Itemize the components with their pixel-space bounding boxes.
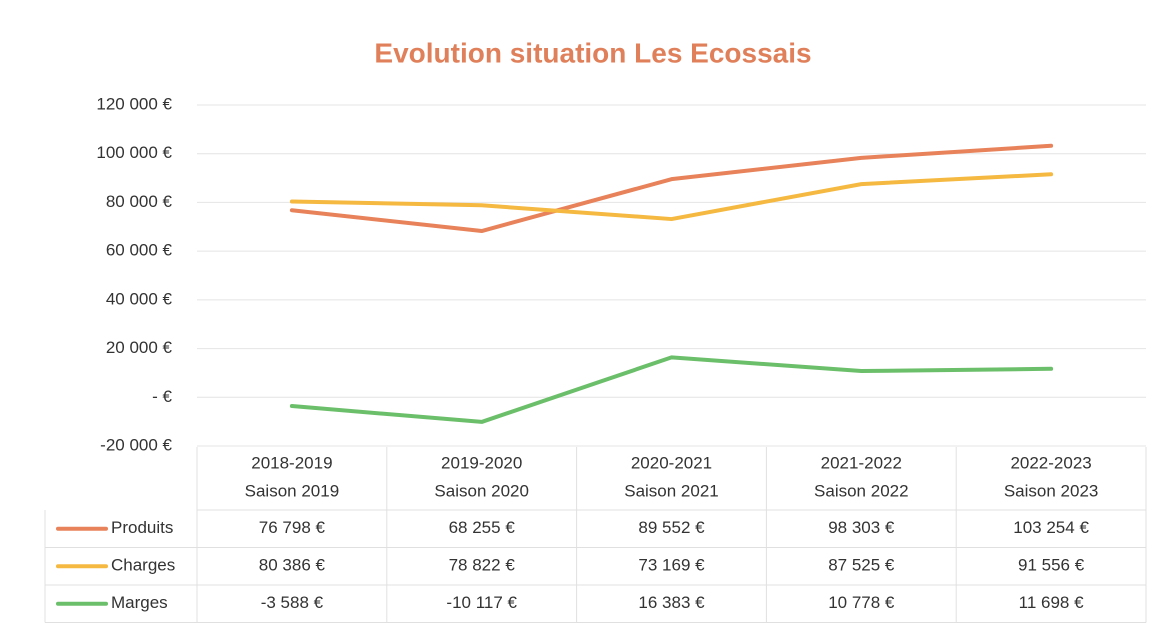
- table-value: 89 552 €: [638, 518, 705, 537]
- x-tick-label: 2018-2019: [251, 453, 332, 472]
- legend-label: Marges: [111, 593, 168, 612]
- x-tick-label: 2021-2022: [821, 453, 902, 472]
- series-line: [289, 172, 1054, 222]
- series-line: [289, 355, 1054, 424]
- table-value: 68 255 €: [449, 518, 516, 537]
- table-value: 80 386 €: [259, 556, 326, 575]
- table-value: 10 778 €: [828, 593, 895, 612]
- x-tick-label: 2019-2020: [441, 453, 522, 472]
- table-value: 73 169 €: [638, 556, 705, 575]
- y-tick-label: 120 000 €: [96, 94, 172, 113]
- legend-label: Charges: [111, 556, 175, 575]
- table-value: -3 588 €: [261, 593, 324, 612]
- table-value: -10 117 €: [446, 593, 517, 612]
- y-tick-label: -20 000 €: [100, 435, 172, 454]
- x-tick-label: 2020-2021: [631, 453, 712, 472]
- chart-title: Evolution situation Les Ecossais: [374, 37, 811, 68]
- table-value: 91 556 €: [1018, 556, 1085, 575]
- table-value: 103 254 €: [1013, 518, 1089, 537]
- x-tick-label: Saison 2020: [434, 481, 529, 500]
- y-tick-label: 80 000 €: [106, 192, 173, 211]
- legend-label: Produits: [111, 518, 173, 537]
- x-tick-label: Saison 2021: [624, 481, 719, 500]
- y-tick-label: 100 000 €: [96, 143, 172, 162]
- table-value: 11 698 €: [1019, 593, 1084, 612]
- series-line: [289, 143, 1054, 234]
- x-tick-label: 2022-2023: [1010, 453, 1091, 472]
- table-value: 87 525 €: [828, 556, 895, 575]
- table-value: 78 822 €: [449, 556, 516, 575]
- x-tick-label: Saison 2022: [814, 481, 909, 500]
- y-tick-label: 40 000 €: [106, 289, 173, 308]
- y-tick-label: 20 000 €: [106, 338, 173, 357]
- table-value: 76 798 €: [259, 518, 326, 537]
- y-tick-label: 60 000 €: [106, 241, 173, 260]
- table-value: 98 303 €: [828, 518, 895, 537]
- y-tick-label: - €: [152, 387, 172, 406]
- table-value: 16 383 €: [638, 593, 705, 612]
- x-tick-label: Saison 2023: [1004, 481, 1099, 500]
- x-tick-label: Saison 2019: [245, 481, 340, 500]
